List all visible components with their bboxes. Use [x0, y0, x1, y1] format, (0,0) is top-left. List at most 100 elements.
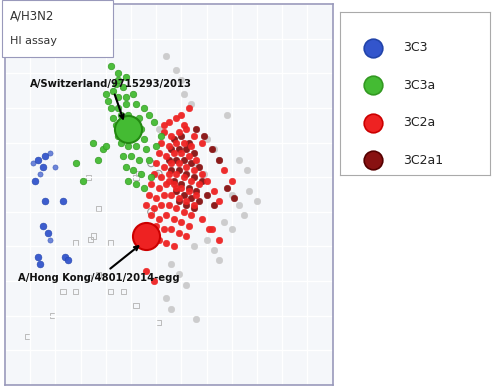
Point: [157, 133, 165, 139]
Point: [152, 143, 160, 149]
Point: [150, 205, 158, 212]
Point: [107, 63, 115, 69]
Point: [180, 157, 188, 163]
Point: [205, 226, 213, 232]
Point: [182, 126, 190, 132]
Point: [162, 212, 170, 218]
Point: [172, 205, 180, 212]
Point: [154, 320, 162, 326]
Point: [240, 212, 248, 218]
Point: [31, 177, 39, 184]
Point: [182, 164, 190, 170]
Point: [188, 101, 196, 107]
Point: [140, 136, 147, 142]
Point: [180, 209, 188, 215]
Point: [236, 202, 244, 208]
Point: [178, 181, 186, 187]
Point: [165, 157, 173, 163]
Point: [144, 191, 152, 198]
Point: [160, 164, 168, 170]
Point: [162, 181, 170, 187]
Point: [180, 139, 188, 145]
Point: [150, 278, 158, 284]
Point: [160, 129, 168, 135]
Point: [185, 105, 193, 111]
Point: [122, 129, 130, 135]
Point: [72, 288, 80, 294]
Point: [124, 126, 132, 132]
Point: [168, 133, 175, 139]
Point: [39, 164, 47, 170]
Point: [168, 167, 175, 173]
Point: [178, 112, 186, 118]
Point: [188, 143, 196, 149]
Point: [72, 160, 80, 166]
Point: [46, 237, 54, 243]
Point: [142, 202, 150, 208]
Point: [228, 226, 235, 232]
Point: [84, 275, 92, 281]
Point: [72, 240, 80, 246]
Point: [185, 184, 193, 191]
Point: [165, 143, 173, 149]
Point: [170, 177, 178, 184]
Point: [124, 112, 132, 118]
Point: [107, 240, 115, 246]
Point: [34, 254, 42, 260]
Point: [172, 115, 180, 121]
Point: [172, 188, 180, 194]
Point: [202, 177, 210, 184]
Point: [215, 257, 223, 263]
Point: [94, 157, 102, 163]
Point: [228, 191, 235, 198]
Point: [99, 146, 108, 152]
Point: [137, 171, 145, 177]
Point: [104, 98, 112, 104]
Point: [165, 177, 173, 184]
Point: [150, 119, 158, 125]
Point: [154, 184, 162, 191]
Point: [190, 202, 198, 208]
Point: [178, 219, 186, 225]
Point: [178, 184, 186, 191]
Point: [142, 146, 150, 152]
Point: [134, 115, 142, 121]
Point: [107, 288, 115, 294]
Point: [117, 112, 125, 118]
Text: A/H3N2: A/H3N2: [10, 10, 54, 23]
Point: [112, 81, 120, 87]
Point: [144, 112, 152, 118]
Point: [185, 223, 193, 229]
Point: [86, 237, 94, 243]
Point: [185, 153, 193, 159]
Text: 3C3a: 3C3a: [403, 79, 435, 92]
Point: [154, 216, 162, 222]
Point: [46, 150, 54, 156]
Point: [195, 198, 203, 205]
Point: [198, 139, 205, 145]
Point: [59, 288, 67, 294]
Point: [210, 188, 218, 194]
Point: [122, 101, 130, 107]
Point: [154, 237, 162, 243]
Point: [369, 44, 377, 51]
Point: [220, 219, 228, 225]
Point: [182, 282, 190, 288]
Point: [152, 160, 160, 166]
Point: [102, 91, 110, 97]
Point: [180, 91, 188, 97]
Point: [89, 233, 97, 239]
Point: [175, 230, 183, 236]
Point: [170, 244, 178, 250]
Point: [110, 88, 118, 94]
Point: [160, 226, 168, 232]
Point: [202, 191, 210, 198]
Point: [190, 174, 198, 180]
Point: [114, 70, 122, 76]
Point: [190, 244, 198, 250]
Point: [198, 216, 205, 222]
Point: [182, 233, 190, 239]
Point: [172, 67, 180, 73]
Point: [175, 167, 183, 173]
Point: [190, 133, 198, 139]
